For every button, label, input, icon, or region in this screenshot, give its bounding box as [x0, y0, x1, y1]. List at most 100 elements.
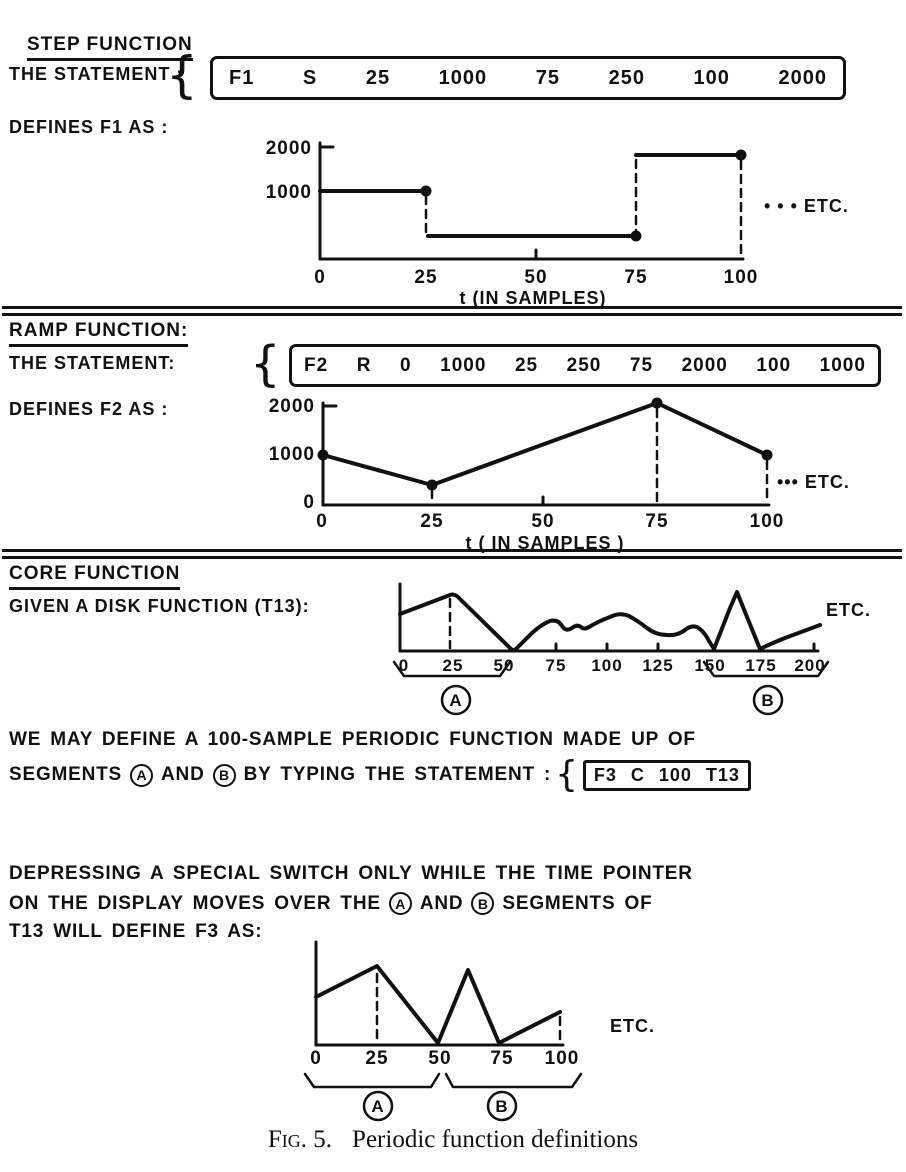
statement-token: F3 [593, 764, 617, 785]
statement-token: 2000 [681, 354, 728, 376]
statement-token: F2 [304, 354, 329, 376]
segment-b-bracket [702, 660, 830, 678]
data-point [630, 230, 642, 242]
figure-caption-number: Fig. 5. [267, 1126, 333, 1153]
section-divider [2, 306, 902, 316]
data-point [317, 449, 329, 461]
statement-token: R [356, 354, 372, 376]
segment-b-circle-icon [486, 1090, 518, 1122]
paragraph-text: SEGMENTS [9, 764, 123, 785]
left-brace: { [250, 336, 281, 392]
x-tick-label: 75 [624, 267, 647, 288]
statement-token: 250 [608, 66, 645, 89]
statement-token: 75 [535, 66, 560, 89]
statement-token: 100 [693, 66, 730, 89]
segment-a-label: A [371, 1097, 384, 1116]
etc-annotation: ••• ETC. [777, 472, 850, 492]
x-tick-label: 25 [365, 1048, 388, 1069]
data-point [735, 149, 747, 161]
depress-paragraph-line2: ON THE DISPLAY MOVES OVER THE A AND B SE… [9, 892, 653, 915]
define-paragraph-line2: SEGMENTS A AND B BY TYPING THE STATEMENT… [9, 757, 751, 793]
x-tick-label: 200 [794, 656, 825, 675]
x-tick-label: 150 [694, 656, 725, 675]
x-axis-label: t ( IN SAMPLES ) [466, 533, 625, 553]
figure-caption: Fig. 5. Periodic function definitions [0, 1126, 906, 1154]
x-tick-label: 175 [745, 656, 776, 675]
ramp-statement-label: THE STATEMENT: [9, 353, 176, 373]
y-tick-label: 0 [303, 492, 315, 513]
paragraph-text: AND [161, 764, 205, 785]
x-tick-label: 0 [314, 267, 326, 288]
paragraph-text: AND [419, 892, 464, 914]
left-brace: { [166, 46, 198, 104]
statement-token: 0 [400, 354, 412, 376]
step-statement-label: THE STATEMENT : [9, 64, 184, 84]
x-tick-label: 75 [546, 656, 567, 675]
segment-a-circle-icon [362, 1090, 394, 1122]
ramp-section-title: RAMP FUNCTION: [9, 320, 189, 347]
x-tick-label: 25 [443, 656, 464, 675]
statement-token: 2000 [778, 66, 827, 89]
x-tick-label: 50 [428, 1048, 451, 1069]
segment-b-circle-icon [752, 684, 784, 716]
f3-statement-box: F3 C 100 T13 [582, 759, 751, 791]
x-tick-label: 50 [524, 267, 547, 288]
segment-b-circle-icon: B [212, 763, 236, 787]
x-tick-label: 0 [310, 1048, 322, 1069]
x-tick-label: 50 [531, 511, 554, 532]
statement-token: S [302, 66, 318, 89]
statement-token: C [630, 764, 645, 785]
statement-token: 75 [629, 354, 654, 376]
statement-token: 250 [566, 354, 602, 376]
data-point [420, 185, 432, 197]
x-tick-label: 100 [591, 656, 622, 675]
x-axis-label: t (IN SAMPLES) [460, 288, 607, 308]
statement-token: 25 [365, 66, 391, 89]
step-statement-box: F1 S 25 1000 75 250 100 2000 [210, 56, 846, 100]
statement-token: T13 [705, 764, 740, 785]
x-tick-label: 100 [545, 1048, 580, 1069]
paragraph-text: T13 WILL DEFINE F3 AS: [9, 921, 263, 942]
y-tick-label: 2000 [266, 138, 312, 159]
ramp-defines-label: DEFINES F2 AS : [9, 399, 169, 419]
segment-b-label: B [495, 1097, 508, 1116]
segment-a-circle-icon: A [388, 892, 412, 915]
etc-annotation: ETC. [826, 600, 871, 620]
y-tick-label: 1000 [266, 182, 312, 203]
statement-token: 100 [658, 764, 692, 785]
core-section-title: CORE FUNCTION [9, 563, 181, 590]
f3-line [314, 964, 562, 1045]
data-point [651, 397, 663, 409]
x-tick-label: 0 [316, 511, 328, 532]
y-tick-label: 2000 [269, 396, 315, 417]
core-given-label: GIVEN A DISK FUNCTION (T13): [9, 596, 310, 616]
segment-a-bracket [392, 660, 512, 678]
paragraph-text: BY TYPING THE STATEMENT : [243, 764, 552, 785]
section-divider [2, 549, 902, 559]
segment-a-bracket [303, 1072, 441, 1089]
data-point [426, 479, 438, 491]
segment-b-circle-icon: B [471, 892, 495, 915]
disk-function-curve [398, 590, 822, 652]
depress-paragraph-line3: T13 WILL DEFINE F3 AS: [9, 921, 262, 943]
statement-token: F1 [229, 66, 255, 89]
x-tick-label: 50 [494, 656, 515, 675]
step-function-chart: 2000 1000 0 25 50 75 100 t (IN SAMPLES) … [266, 138, 849, 308]
disk-function-chart: 0 25 50 75 100 125 150 175 200 A B ETC. [392, 582, 871, 716]
x-tick-label: 25 [420, 511, 443, 532]
x-tick-label: 125 [642, 656, 673, 675]
x-tick-label: 100 [750, 511, 785, 532]
segment-b-label: B [761, 691, 774, 710]
segment-a-circle-icon: A [130, 763, 154, 787]
etc-annotation: ETC. [610, 1016, 655, 1036]
segment-b-bracket [444, 1072, 583, 1089]
f3-function-chart: 0 25 50 75 100 A B ETC. [303, 940, 655, 1122]
segment-a-label: A [449, 691, 462, 710]
statement-token: 1000 [440, 354, 487, 376]
paragraph-text: DEPRESSING A SPECIAL SWITCH ONLY WHILE T… [9, 863, 693, 884]
ramp-statement-box: F2 R 0 1000 25 250 75 2000 100 1000 [289, 344, 881, 387]
x-tick-label: 75 [645, 511, 668, 532]
etc-annotation: • • • ETC. [764, 196, 849, 216]
statement-token: 25 [514, 354, 539, 376]
